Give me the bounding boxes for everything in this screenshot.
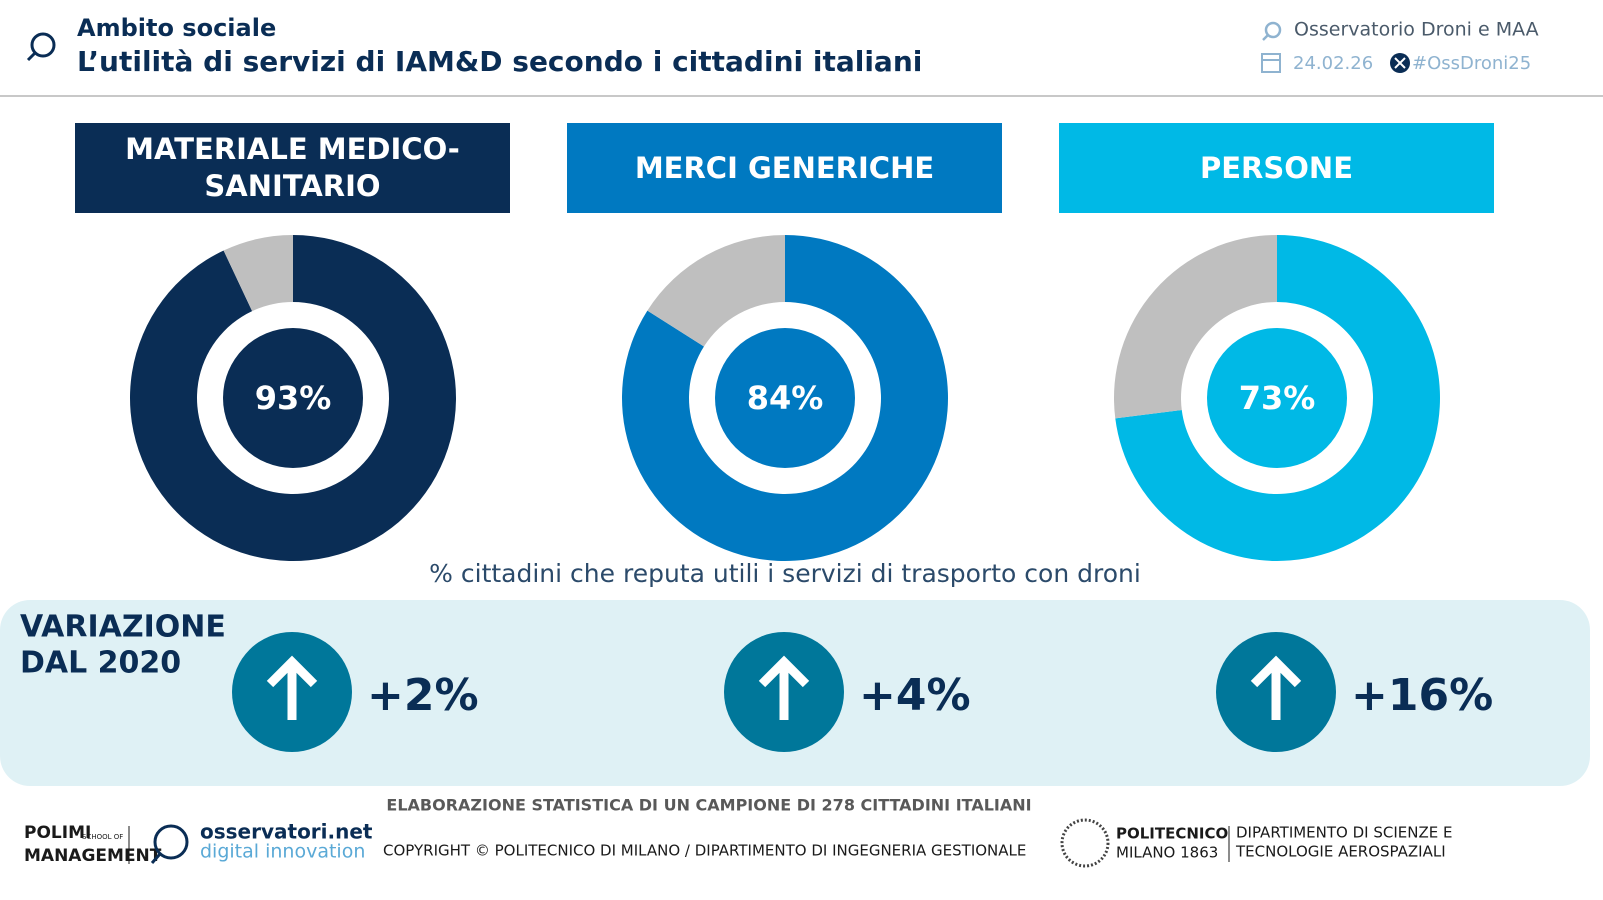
logo-text: SCHOOL OF: [82, 833, 123, 841]
x-icon: [1390, 53, 1410, 73]
donut-slice: [129, 235, 456, 561]
magnifier-icon: [26, 32, 56, 62]
osservatori-logo-icon: [150, 824, 189, 864]
logo-text: TECNOLOGIE AEROSPAZIALI: [1235, 843, 1446, 861]
donut-center: [715, 328, 855, 468]
logo-text: osservatori.net: [200, 820, 373, 844]
change-label: +4%: [859, 670, 971, 721]
category-title: MATERIALE MEDICO-SANITARIO: [125, 132, 460, 203]
category-box: [75, 123, 510, 213]
page-title: L’utilità di servizi di IAM&D secondo i …: [77, 45, 922, 78]
observatory-name: Osservatorio Droni e MAA: [1294, 19, 1539, 41]
category-title-box: MERCI GENERICHE: [634, 150, 935, 185]
calendar-icon: [1261, 53, 1281, 73]
donut-center: [223, 328, 363, 468]
logo-text: POLITECNICO: [1116, 825, 1228, 843]
up-arrow: [758, 655, 810, 720]
logo-text: POLIMI: [24, 823, 91, 843]
category-title: MERCI GENERICHE: [634, 150, 935, 185]
change-label: +2%: [367, 670, 479, 721]
donut-slice: [1115, 235, 1440, 561]
caption: % cittadini che reputa utili i servizi d…: [429, 559, 1141, 588]
date: 24.02.26: [1293, 53, 1373, 74]
up-arrow: [266, 655, 318, 720]
category-title-box: MATERIALE MEDICO-SANITARIO: [125, 132, 460, 203]
donut-slice: [647, 235, 785, 347]
copyright: COPYRIGHT © POLITECNICO DI MILANO / DIPA…: [383, 842, 1026, 860]
value-label: 73%: [1239, 379, 1316, 417]
logo-text: MANAGEMENT: [24, 846, 162, 866]
category-box: [1059, 123, 1494, 213]
donut-slice: [622, 235, 949, 561]
change-label: +16%: [1351, 670, 1493, 721]
category-title: PERSONE: [1199, 150, 1353, 185]
donut-slice: [1114, 234, 1277, 419]
up-arrow: [1250, 655, 1302, 720]
category-box: [567, 123, 1002, 213]
observatory-icon: [1262, 21, 1282, 41]
politecnico-seal: [1060, 818, 1110, 868]
donut-slice: [223, 235, 293, 312]
logo-text: DIPARTIMENTO DI SCIENZE E: [1236, 824, 1452, 842]
footnote: ELABORAZIONE STATISTICA DI UN CAMPIONE D…: [386, 796, 1031, 815]
section-label: Ambito sociale: [77, 14, 276, 42]
value-label: 93%: [255, 379, 332, 417]
logo-text: MILANO 1863: [1116, 844, 1218, 862]
variation-title: DAL 2020: [20, 646, 181, 681]
variation-title: VARIAZIONE: [20, 610, 226, 645]
logo-text: digital innovation: [200, 841, 365, 863]
category-title-box: PERSONE: [1199, 150, 1353, 185]
value-label: 84%: [747, 379, 824, 417]
donut-center: [1207, 328, 1347, 468]
hashtag: #OssDroni25: [1412, 53, 1531, 74]
